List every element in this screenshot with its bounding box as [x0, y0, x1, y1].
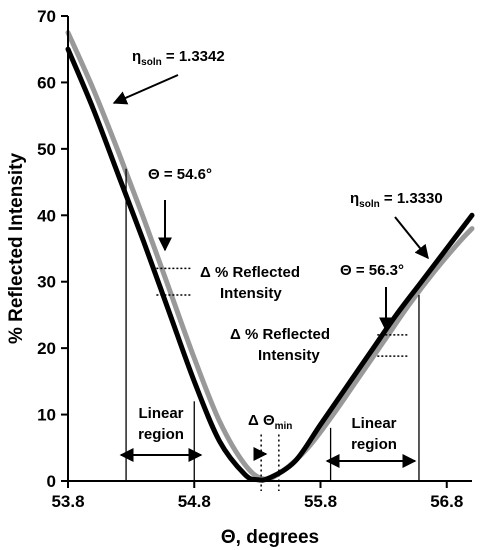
delta-right-label-line1: Δ % Reflected: [230, 326, 330, 343]
x-axis-title: Θ, degrees: [221, 527, 319, 548]
y-axis-title: % Reflected Intensity: [6, 153, 27, 345]
theta-left-label: Θ = 54.6°: [148, 166, 212, 183]
axes: 0 10 20 30 40 50 60 70 53.8 54.8 55.8 56.8 Θ, degree…: [6, 7, 472, 548]
y-tick-label: 0: [47, 472, 56, 491]
x-tick-label: 55.8: [304, 492, 337, 511]
theta-right-label: Θ = 56.3°: [340, 262, 404, 279]
delta-theta-min-label: Δ Θmin: [248, 412, 292, 432]
plot-area: [65, 30, 475, 491]
delta-right-label-line2: Intensity: [258, 347, 320, 364]
x-tick-label: 54.8: [178, 492, 211, 511]
linear-right-label-line2: region: [351, 436, 397, 453]
delta-left-label-line2: Intensity: [220, 285, 282, 302]
y-tick-label: 50: [37, 140, 56, 159]
y-tick-label: 60: [37, 73, 56, 92]
eta-right-label: ηsoln = 1.3330: [350, 190, 443, 210]
y-tick-label: 20: [37, 339, 56, 358]
x-tick-label: 53.8: [51, 492, 84, 511]
linear-left-label-line2: region: [138, 426, 184, 443]
y-tick-label: 40: [37, 206, 56, 225]
linear-left-label-line1: Linear: [138, 405, 183, 422]
series-line-black: [65, 46, 475, 483]
y-tick-label: 70: [37, 7, 56, 26]
eta-right-arrow: [394, 216, 429, 260]
y-tick-label: 10: [37, 406, 56, 425]
delta-left-label-line1: Δ % Reflected: [200, 264, 300, 281]
eta-left-label: ηsoln = 1.3342: [132, 48, 225, 68]
eta-left-arrow: [112, 74, 179, 105]
linear-right-label-line1: Linear: [351, 415, 396, 432]
x-tick-label: 56.8: [430, 492, 463, 511]
y-tick-label: 30: [37, 273, 56, 292]
annotations: ηsoln = 1.3342 ηsoln = 1.3330 Θ = 54.6° Θ =…: [112, 48, 443, 468]
